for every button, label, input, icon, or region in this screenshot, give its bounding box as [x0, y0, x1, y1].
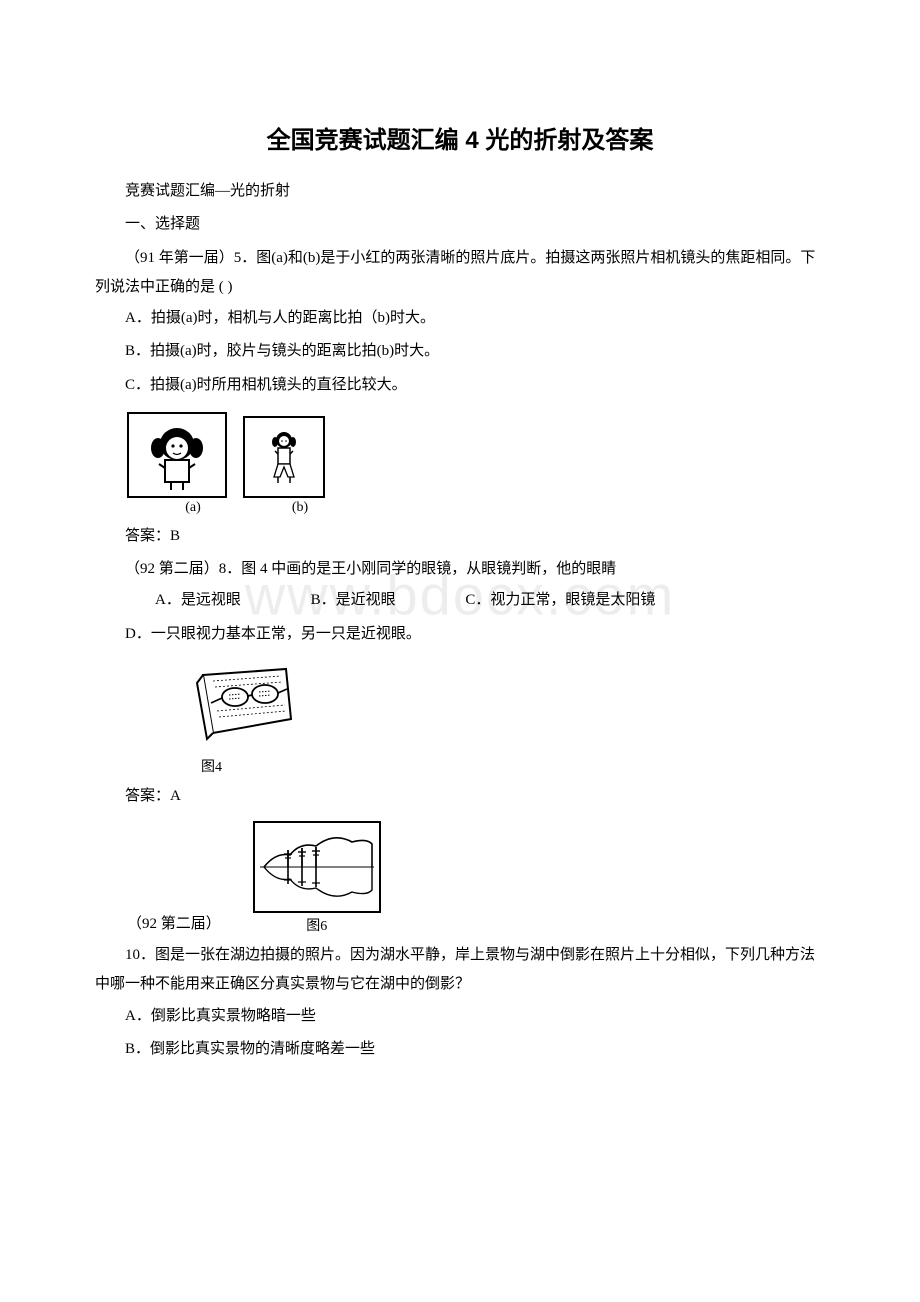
- figure-4-caption: 图4: [127, 756, 264, 776]
- glasses-on-book-icon: [191, 661, 296, 749]
- page-title: 全国竞赛试题汇编 4 光的折射及答案: [95, 120, 825, 155]
- q2-answer: 答案：A: [95, 782, 825, 811]
- q2-stem: （92 第二届）8．图 4 中画的是王小刚同学的眼镜，从眼镜判断，他的眼睛: [95, 555, 825, 584]
- q3-optB: B．倒影比真实景物的清晰度略差一些: [95, 1035, 825, 1064]
- q3-optA: A．倒影比真实景物略暗一些: [95, 1002, 825, 1031]
- q2-optA: A．是远视眼: [125, 586, 241, 615]
- q3-leading-row: （92 第二届）: [127, 821, 825, 935]
- lake-reflection-icon: [256, 824, 378, 910]
- subtitle: 竞赛试题汇编—光的折射: [95, 177, 825, 206]
- q2-optD: D．一只眼视力基本正常，另一只是近视眼。: [95, 620, 825, 649]
- figure-4: [159, 661, 264, 749]
- figure-b-caption: (b): [243, 500, 325, 516]
- q3-stem: 10．图是一张在湖边拍摄的照片。因为湖水平静，岸上景物与湖中倒影在照片上十分相似…: [95, 941, 825, 1000]
- q2-optC: C．视力正常，眼镜是太阳镜: [435, 586, 655, 615]
- q1-answer: 答案：B: [95, 522, 825, 551]
- figure-6: [253, 821, 381, 913]
- q1-stem: （91 年第一届）5．图(a)和(b)是于小红的两张清晰的照片底片。拍摄这两张照…: [95, 244, 825, 303]
- q1-optB: B．拍摄(a)时，胶片与镜头的距离比拍(b)时大。: [95, 337, 825, 366]
- q1-optA: A．拍摄(a)时，相机与人的距离比拍（b)时大。: [95, 304, 825, 333]
- q2-optB: B．是近视眼: [281, 586, 396, 615]
- q2-options-line1: A．是远视眼 B．是近视眼 C．视力正常，眼镜是太阳镜: [95, 586, 825, 615]
- q1-figure-row: (a) (b): [95, 412, 825, 516]
- figure-b: [243, 416, 325, 498]
- document-content: 全国竞赛试题汇编 4 光的折射及答案 竞赛试题汇编—光的折射 一、选择题 （91…: [95, 120, 825, 1064]
- girl-small-icon: [266, 429, 302, 485]
- q2-figure-row: 图4: [95, 661, 825, 776]
- figure-a: [127, 412, 227, 498]
- figure-a-caption: (a): [127, 500, 227, 516]
- girl-large-icon: [137, 418, 217, 492]
- q3-leading: （92 第二届）: [127, 912, 221, 935]
- q1-optC: C．拍摄(a)时所用相机镜头的直径比较大。: [95, 371, 825, 400]
- figure-6-caption: 图6: [253, 915, 381, 935]
- section-heading: 一、选择题: [95, 210, 825, 239]
